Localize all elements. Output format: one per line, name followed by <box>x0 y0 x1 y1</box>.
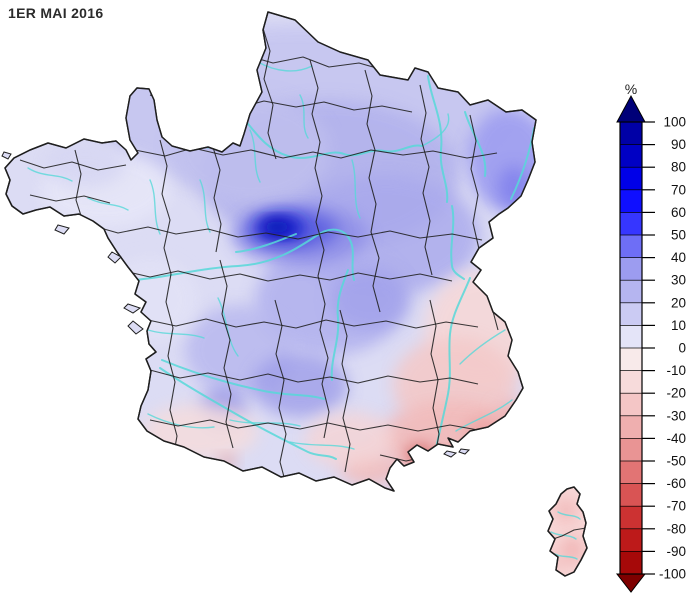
island-hyeres-1 <box>443 450 458 458</box>
legend-tick-label: -100 <box>659 567 686 582</box>
legend-segment <box>619 528 643 553</box>
river-saone <box>450 205 465 280</box>
corsica-river-3 <box>554 553 578 560</box>
island-ouessant <box>1 151 12 160</box>
legend-tick-label: 60 <box>671 205 686 220</box>
legend-tick-label: 70 <box>671 182 686 197</box>
legend-segment <box>619 234 643 259</box>
color-scale-legend: % 1009080706050403020100-10-20-30-40-50-… <box>615 81 686 593</box>
legend-segment <box>619 438 643 462</box>
river-seine <box>235 109 423 159</box>
river-rhone <box>434 277 471 453</box>
legend-segment <box>619 347 643 372</box>
legend-segment <box>619 415 643 440</box>
legend-tick-label: 100 <box>663 115 686 130</box>
river-allier <box>330 269 349 381</box>
legend-tick-label: -70 <box>666 499 686 514</box>
legend-segment <box>619 460 643 485</box>
legend-segment <box>619 257 643 281</box>
river-tarn <box>289 441 355 450</box>
legend-segment <box>619 121 643 146</box>
river-normandy-1 <box>187 113 225 130</box>
legend-tick-label: -20 <box>666 386 686 401</box>
river-normandy-2 <box>169 134 209 149</box>
river-oise <box>299 94 309 139</box>
legend-tick-label: 90 <box>671 137 686 152</box>
river-vienne <box>217 297 239 357</box>
legend-arrow-top-icon <box>616 94 646 123</box>
legend-segment <box>619 279 643 304</box>
island-noirmoutier <box>107 251 122 264</box>
legend-segment <box>619 302 643 327</box>
legend-unit-label: % <box>625 81 637 97</box>
legend-tick-label: -10 <box>666 363 686 378</box>
islands <box>1 151 471 458</box>
legend-segment <box>619 505 643 530</box>
river-charente <box>147 329 205 339</box>
legend-arrow-bottom-icon <box>615 573 647 593</box>
legend-tick-label: 40 <box>671 250 686 265</box>
mainland-france <box>4 11 537 492</box>
river-somme <box>257 61 313 72</box>
island-belle-ile <box>54 224 70 235</box>
river-meuse <box>427 75 449 203</box>
river-moselle <box>464 111 487 177</box>
legend-tick-label: -80 <box>666 521 686 536</box>
legend-segment <box>619 189 643 214</box>
corsica-department-border <box>549 527 587 541</box>
legend-segment <box>619 212 643 236</box>
river-eure <box>249 129 261 183</box>
legend-segment <box>619 483 643 507</box>
river-durance <box>455 399 513 432</box>
river-garonne <box>159 367 337 460</box>
legend-tick-label: 50 <box>671 228 686 243</box>
river-dordogne <box>161 359 325 400</box>
legend-segment <box>619 144 643 168</box>
legend-segment <box>619 325 643 349</box>
island-oleron <box>127 320 144 335</box>
river-isere <box>459 329 506 365</box>
legend-segment <box>619 370 643 394</box>
legend-tick-label: 0 <box>678 341 686 356</box>
river-brittany-1 <box>27 167 73 182</box>
river-yonne <box>351 159 361 219</box>
france-coastline <box>4 11 537 492</box>
legend-tick-label: -60 <box>666 476 686 491</box>
legend-tick-label: 80 <box>671 160 686 175</box>
island-re <box>123 303 142 314</box>
corsica-river-1 <box>557 511 581 520</box>
river-cher <box>235 233 297 253</box>
legend-tick-label: 10 <box>671 318 686 333</box>
legend-tick-label: 20 <box>671 295 686 310</box>
river-marne <box>421 113 450 147</box>
map-date-title: 1ER MAI 2016 <box>8 5 104 21</box>
legend-tick-label: -30 <box>666 408 686 423</box>
legend-segment <box>619 551 643 575</box>
island-hyeres-2 <box>458 448 471 455</box>
river-brittany-2 <box>87 197 129 211</box>
legend-tick-label: -90 <box>666 544 686 559</box>
legend-segment <box>619 166 643 191</box>
legend-tick-label: -50 <box>666 454 686 469</box>
corsica <box>547 486 588 577</box>
legend-segment <box>619 392 643 417</box>
legend-tick-label: -40 <box>666 431 686 446</box>
river-sarthe <box>199 179 211 233</box>
corsica-river-2 <box>550 531 577 540</box>
legend-tick-label: 30 <box>671 273 686 288</box>
